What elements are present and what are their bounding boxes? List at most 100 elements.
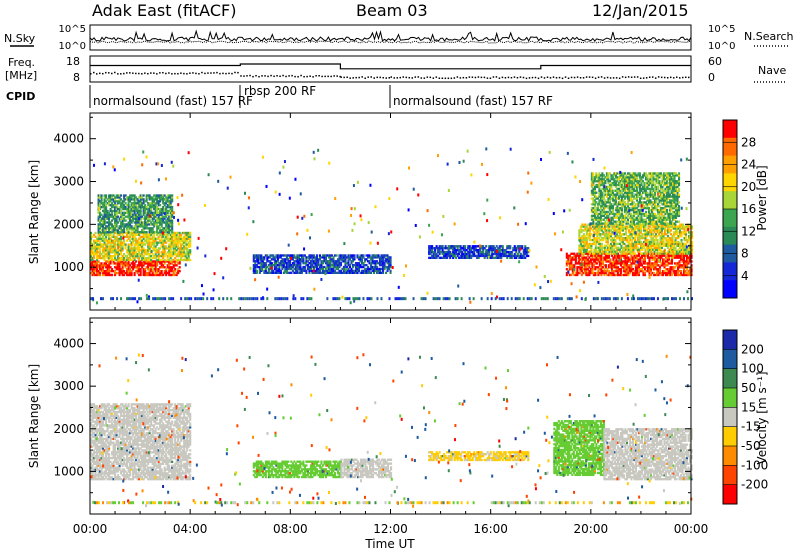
heatmap-cell bbox=[691, 225, 694, 228]
heatmap-cell bbox=[129, 269, 132, 273]
heatmap-cell bbox=[668, 252, 671, 255]
heatmap-cell bbox=[660, 227, 664, 230]
heatmap-cell bbox=[148, 211, 151, 215]
heatmap-cell bbox=[477, 252, 480, 256]
heatmap-cell bbox=[112, 239, 115, 242]
heatmap-cell bbox=[261, 263, 264, 267]
heatmap-cell bbox=[117, 229, 120, 232]
heatmap-cell bbox=[120, 229, 123, 232]
heatmap-cell bbox=[525, 250, 528, 254]
heatmap-cell bbox=[314, 262, 317, 265]
heatmap-cell bbox=[93, 269, 96, 273]
heatmap-cell bbox=[168, 221, 171, 224]
heatmap-cell bbox=[615, 262, 618, 265]
heatmap-cell bbox=[570, 262, 573, 265]
heatmap-cell bbox=[132, 215, 135, 218]
heatmap-cell bbox=[165, 209, 168, 213]
heatmap-cell bbox=[634, 268, 638, 271]
heatmap-cell bbox=[130, 247, 133, 250]
heatmap-cell bbox=[350, 262, 353, 265]
heatmap-cell bbox=[615, 258, 618, 261]
heatmap-cell bbox=[124, 225, 127, 228]
heatmap-cell bbox=[106, 249, 109, 252]
heatmap-cell bbox=[691, 242, 694, 246]
heatmap-cell bbox=[625, 268, 628, 271]
heatmap-cell bbox=[127, 251, 130, 254]
heatmap-cell bbox=[634, 260, 638, 263]
heatmap-cell bbox=[635, 225, 638, 228]
heatmap-cell bbox=[154, 241, 157, 244]
heatmap-cell bbox=[673, 256, 677, 259]
heatmap-cell bbox=[434, 254, 437, 258]
heatmap-cell bbox=[121, 264, 124, 267]
heatmap-cell bbox=[648, 252, 652, 255]
heatmap-cell bbox=[183, 249, 186, 252]
nave-point bbox=[192, 72, 194, 74]
heatmap-cell bbox=[500, 254, 503, 258]
heatmap-cell bbox=[114, 204, 117, 207]
heatmap-cell bbox=[171, 253, 174, 256]
nave-point bbox=[582, 77, 585, 79]
freq-tick-bottom: 8 bbox=[73, 71, 80, 84]
heatmap-cell bbox=[106, 268, 109, 271]
heatmap-cell bbox=[603, 264, 606, 267]
heatmap-cell bbox=[622, 264, 625, 267]
heatmap-cell bbox=[350, 254, 353, 257]
heatmap-cell bbox=[615, 266, 618, 269]
heatmap-cell bbox=[336, 260, 340, 263]
heatmap-cell bbox=[591, 256, 594, 259]
heatmap-cell bbox=[630, 254, 633, 257]
heatmap-cell bbox=[642, 271, 645, 275]
heatmap-cell bbox=[159, 211, 162, 215]
heatmap-cell bbox=[591, 258, 594, 261]
heatmap-cell bbox=[177, 268, 180, 271]
heatmap-cell bbox=[147, 213, 150, 216]
heatmap-cell bbox=[655, 268, 659, 271]
heatmap-cell bbox=[603, 258, 606, 261]
heatmap-cell bbox=[138, 260, 141, 263]
heatmap-cell bbox=[677, 248, 680, 251]
heatmap-cell bbox=[108, 269, 111, 273]
heatmap-cell bbox=[136, 269, 139, 273]
heatmap-cell bbox=[189, 245, 192, 248]
heatmap-cell bbox=[643, 273, 647, 277]
heatmap-cell bbox=[132, 264, 135, 267]
heatmap-cell bbox=[103, 271, 106, 275]
heatmap-cell bbox=[461, 256, 464, 260]
heatmap-cell bbox=[290, 267, 293, 271]
heatmap-cell bbox=[375, 267, 379, 271]
heatmap-cell bbox=[115, 264, 118, 267]
heatmap-cell bbox=[174, 243, 177, 246]
heatmap-cell bbox=[112, 217, 115, 220]
heatmap-cell bbox=[677, 252, 680, 255]
heatmap-cell bbox=[139, 200, 142, 203]
heatmap-cell bbox=[681, 223, 685, 226]
heatmap-cell bbox=[102, 256, 105, 260]
nave-point bbox=[186, 73, 188, 75]
heatmap-cell bbox=[276, 254, 279, 257]
heatmap-cell bbox=[144, 243, 147, 246]
heatmap-cell bbox=[332, 258, 335, 261]
heatmap-cell bbox=[257, 265, 260, 269]
heatmap-cell bbox=[518, 248, 521, 252]
heatmap-cell bbox=[157, 273, 160, 277]
heatmap-cell bbox=[485, 248, 488, 252]
heatmap-cell bbox=[680, 242, 683, 246]
heatmap-cell bbox=[614, 246, 617, 249]
heatmap-cell bbox=[679, 254, 683, 257]
heatmap-cell bbox=[111, 254, 114, 258]
heatmap-cell bbox=[515, 247, 518, 250]
heatmap-cell bbox=[159, 260, 162, 263]
heatmap-cell bbox=[174, 256, 177, 260]
heatmap-cell bbox=[354, 263, 358, 267]
heatmap-cell bbox=[90, 231, 93, 235]
heatmap-cell bbox=[138, 266, 141, 269]
heatmap-cell bbox=[148, 273, 151, 277]
heatmap-cell bbox=[160, 237, 163, 240]
heatmap-cell bbox=[675, 227, 679, 230]
heatmap-cell bbox=[99, 253, 102, 256]
heatmap-cell bbox=[127, 227, 130, 230]
heatmap-cell bbox=[611, 238, 614, 242]
heatmap-cell bbox=[596, 252, 599, 255]
heatmap-cell bbox=[153, 211, 156, 215]
